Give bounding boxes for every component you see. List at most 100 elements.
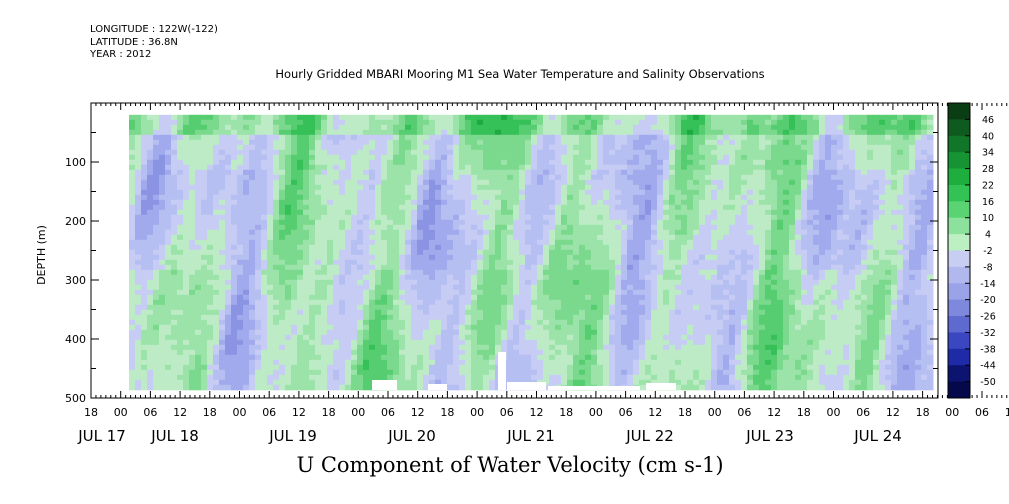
heatmap-cell <box>579 194 586 201</box>
heatmap-cell <box>339 129 346 136</box>
heatmap-cell <box>471 314 478 321</box>
heatmap-cell <box>231 189 238 196</box>
heatmap-cell <box>609 159 616 166</box>
heatmap-cell <box>405 219 412 226</box>
heatmap-cell <box>309 174 316 181</box>
heatmap-cell <box>627 284 634 291</box>
heatmap-cell <box>135 194 142 201</box>
heatmap-cell <box>423 114 430 121</box>
heatmap-cell <box>465 344 472 351</box>
heatmap-cell <box>387 189 394 196</box>
heatmap-cell <box>201 284 208 291</box>
heatmap-cell <box>321 204 328 211</box>
heatmap-cell <box>333 319 340 326</box>
heatmap-cell <box>135 224 142 231</box>
heatmap-cell <box>573 359 580 366</box>
heatmap-cell <box>189 199 196 206</box>
heatmap-cell <box>171 169 178 176</box>
heatmap-cell <box>147 169 154 176</box>
heatmap-cell <box>345 164 352 171</box>
heatmap-cell <box>159 194 166 201</box>
heatmap-cell <box>555 219 562 226</box>
heatmap-cell <box>399 369 406 376</box>
heatmap-cell <box>567 289 574 296</box>
heatmap-cell <box>315 339 322 346</box>
heatmap-cell <box>501 184 508 191</box>
heatmap-cell <box>657 239 664 246</box>
heatmap-cell <box>489 294 496 301</box>
heatmap-cell <box>411 199 418 206</box>
heatmap-cell <box>561 239 568 246</box>
heatmap-cell <box>237 359 244 366</box>
heatmap-cell <box>597 149 604 156</box>
heatmap-cell <box>171 269 178 276</box>
heatmap-cell <box>195 169 202 176</box>
heatmap-cell <box>633 259 640 266</box>
heatmap-cell <box>591 284 598 291</box>
heatmap-cell <box>387 349 394 356</box>
heatmap-cell <box>381 154 388 161</box>
heatmap-cell <box>621 244 628 251</box>
heatmap-cell <box>375 299 382 306</box>
heatmap-cell <box>609 349 616 356</box>
heatmap-cell <box>615 279 622 286</box>
heatmap-cell <box>603 239 610 246</box>
heatmap-cell <box>519 344 526 351</box>
heatmap-cell <box>381 324 388 331</box>
heatmap-cell <box>213 184 220 191</box>
heatmap-cell <box>255 344 262 351</box>
heatmap-cell <box>363 384 370 391</box>
heatmap-cell <box>237 214 244 221</box>
heatmap-cell <box>543 329 550 336</box>
heatmap-cell <box>159 344 166 351</box>
heatmap-cell <box>537 339 544 346</box>
heatmap-cell <box>537 324 544 331</box>
heatmap-cell <box>387 229 394 236</box>
heatmap-cell <box>453 329 460 336</box>
heatmap-cell <box>219 359 226 366</box>
heatmap-cell <box>213 129 220 136</box>
heatmap-cell <box>651 339 658 346</box>
heatmap-cell <box>129 279 136 286</box>
heatmap-cell <box>369 309 376 316</box>
heatmap-cell <box>321 254 328 261</box>
heatmap-cell <box>453 314 460 321</box>
heatmap-cell <box>513 139 520 146</box>
heatmap-cell <box>399 274 406 281</box>
heatmap-cell <box>603 279 610 286</box>
heatmap-cell <box>201 144 208 151</box>
heatmap-cell <box>165 219 172 226</box>
heatmap-cell <box>525 199 532 206</box>
heatmap-cell <box>399 189 406 196</box>
heatmap-cell <box>465 254 472 261</box>
heatmap-cell <box>567 164 574 171</box>
heatmap-cell <box>441 219 448 226</box>
heatmap-cell <box>327 114 334 121</box>
heatmap-cell <box>453 119 460 126</box>
heatmap-cell <box>669 119 676 126</box>
heatmap-cell <box>465 209 472 216</box>
heatmap-cell <box>213 249 220 256</box>
heatmap-cell <box>183 254 190 261</box>
heatmap-cell <box>585 254 592 261</box>
heatmap-cell <box>183 359 190 366</box>
heatmap-cell <box>669 299 676 306</box>
heatmap-cell <box>501 129 508 136</box>
heatmap-cell <box>459 319 466 326</box>
heatmap-cell <box>537 314 544 321</box>
heatmap-cell <box>639 324 646 331</box>
heatmap-cell <box>549 144 556 151</box>
heatmap-cell <box>627 339 634 346</box>
heatmap-cell <box>351 379 358 386</box>
heatmap-cell <box>279 154 286 161</box>
heatmap-cell <box>489 329 496 336</box>
heatmap-cell <box>165 234 172 241</box>
heatmap-cell <box>381 254 388 261</box>
heatmap-cell <box>579 179 586 186</box>
heatmap-cell <box>549 234 556 241</box>
heatmap-cell <box>195 374 202 381</box>
heatmap-cell <box>663 134 670 141</box>
heatmap-cell <box>351 244 358 251</box>
heatmap-cell <box>543 154 550 161</box>
heatmap-cell <box>609 234 616 241</box>
